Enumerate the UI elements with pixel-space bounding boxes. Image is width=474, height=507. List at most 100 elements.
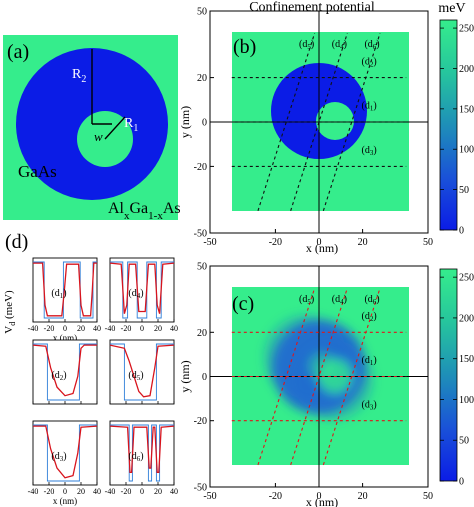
subplot-x-tick-label: 20: [77, 324, 85, 333]
r1-label: R1: [124, 116, 138, 134]
r2-label: R2: [72, 67, 86, 85]
subplot-x-tick-label: 40: [170, 487, 178, 496]
subplot-x-tick-label: 40: [170, 324, 178, 333]
cut-label-d4: (d4): [332, 294, 347, 306]
x-axis-label: x (nm): [306, 241, 338, 255]
smoothed-potential-trace: [109, 262, 175, 314]
subplot-frame: [109, 339, 175, 405]
cut-line-d4: [290, 287, 348, 466]
y-tick-label: 0: [202, 118, 207, 129]
cut-label-d2: (d2): [362, 311, 377, 323]
subplot-d6: (d6) -40 -20 0 20 40: [105, 420, 178, 496]
subplot-x-tick-label: -20: [121, 487, 132, 496]
cut-label-d3: (d3): [362, 145, 377, 157]
y-tick-label: 50: [197, 7, 207, 18]
cut-label-d5: (d5): [299, 39, 314, 51]
subplot-label: (d5): [128, 370, 143, 382]
subplot-x-tick-label: -20: [121, 324, 132, 333]
colorbar-tick-label: 0: [459, 477, 464, 488]
panel-b-axes: -50 -20 0 20 50 50 20 0 -20 -50 x (nm) y (nm): [178, 7, 433, 256]
subplot-d1: (d1) -40 -20 0 20 40 x (nm): [28, 257, 101, 343]
colorbar-tick-label: 250: [459, 273, 474, 284]
subplot-d3: (d3) -40 -20 0 20 40 x (nm): [28, 420, 101, 506]
w-label: w: [94, 129, 103, 144]
y-tick-label: 20: [197, 73, 207, 84]
panel-a-label: (a): [7, 41, 29, 63]
colorbar-tick-label: 100: [459, 145, 474, 156]
subplot-label: (d4): [128, 288, 143, 300]
subplot-x-tick-label: 0: [140, 487, 144, 496]
subplot-x-tick-label: 20: [77, 487, 85, 496]
smoothed-potential-trace: [32, 344, 97, 397]
y-tick-label: 20: [197, 328, 207, 339]
subplot-label: (d1): [51, 288, 66, 300]
colorbar-tick-label: 100: [459, 395, 474, 406]
subplot-x-tick-label: 40: [93, 487, 101, 496]
colorbar-top: meV 250 200 150 100 50 0: [438, 1, 474, 237]
cut-line-d4: [290, 33, 348, 211]
colorbar-tick-label: 50: [459, 436, 469, 447]
subplot-x-tick-label: -40: [28, 487, 39, 496]
gaas-label: GaAs: [18, 162, 57, 181]
subplot-x-tick-label: -20: [44, 487, 55, 496]
cut-label-d1: (d1): [362, 101, 377, 113]
ideal-potential-trace: [110, 424, 174, 482]
subplot-x-tick-label: 0: [63, 487, 67, 496]
subplot-x-tick-label: 0: [140, 324, 144, 333]
subplot-x-tick-label: -20: [44, 324, 55, 333]
x-tick-label: 50: [423, 237, 433, 248]
algaas-label: AlxGa1-xAs: [108, 200, 181, 222]
x-tick-label: 20: [358, 491, 368, 502]
cut-label-d5: (d5): [299, 294, 314, 306]
ideal-potential-trace: [33, 343, 97, 401]
subplot-x-tick-label: 20: [154, 324, 162, 333]
ideal-potential-trace: [110, 343, 174, 401]
ideal-potential-trace: [33, 424, 97, 482]
subplot-label: (d2): [51, 370, 66, 382]
subplot-x-tick-label: 40: [93, 324, 101, 333]
cut-label-d3: (d3): [362, 399, 377, 411]
panel-a: (a) R2 R1 w GaAs AlxGa1-xAs: [3, 35, 181, 222]
subplot-label: (d6): [128, 451, 143, 463]
subplot-d4: (d4) -40 -20 0 20 40: [105, 257, 178, 333]
subplot-x-tick-label: -40: [28, 324, 39, 333]
panel-b-ring-inner: [316, 102, 354, 140]
panel-d-ylabel: Vd (meV): [3, 290, 17, 334]
colorbar-tick-label: 150: [459, 104, 474, 115]
panel-c-label: (c): [232, 293, 254, 315]
x-tick-label: -20: [269, 237, 282, 248]
colorbar-bottom: 250 200 150 100 50 0: [439, 268, 474, 488]
cut-line-d5: [257, 33, 316, 211]
cut-line-d5: [257, 287, 316, 466]
x-tick-label: -50: [203, 491, 216, 502]
panel-b-label: (b): [233, 36, 256, 58]
subplot-x-tick-label: -40: [105, 487, 116, 496]
cut-label-d4: (d4): [332, 39, 347, 51]
smoothed-potential-trace: [33, 262, 97, 317]
colorbar-tick-label: 200: [459, 64, 474, 75]
x-tick-label: -50: [203, 237, 216, 248]
x-tick-label: 0: [317, 237, 322, 248]
subplot-frame: [32, 420, 98, 486]
cut-label-d2: (d2): [362, 56, 377, 68]
colorbar-tick-label: 0: [459, 226, 464, 237]
panel-c-cut-lines: (d1) (d2) (d3) (d4) (d5) (d6): [231, 287, 407, 466]
x-axis-label: x (nm): [306, 495, 338, 507]
y-axis-label: y (nm): [178, 106, 192, 138]
panel-d-label: (d): [5, 231, 28, 253]
cut-label-d1: (d1): [362, 355, 377, 367]
y-tick-label: -50: [194, 229, 207, 240]
cut-line-d6: [322, 33, 381, 211]
y-tick-label: -20: [194, 416, 207, 427]
x-tick-label: -20: [269, 491, 282, 502]
smoothed-potential-trace: [109, 344, 175, 398]
panel-b-cut-lines: (d1) (d2) (d3) (d4) (d5) (d6): [231, 33, 407, 211]
subplot-x-axis-label: x (nm): [53, 496, 77, 506]
colorbar-tick-label: 200: [459, 313, 474, 324]
chart-title: Confinement potential: [249, 0, 375, 15]
smoothed-potential-trace: [109, 425, 175, 474]
colorbar-unit: meV: [438, 1, 465, 16]
panel-d: (d) Vd (meV) (d1) -40 -20 0 20 40 x (nm) (d4) -4…: [3, 231, 178, 506]
y-tick-label: 50: [197, 262, 207, 273]
